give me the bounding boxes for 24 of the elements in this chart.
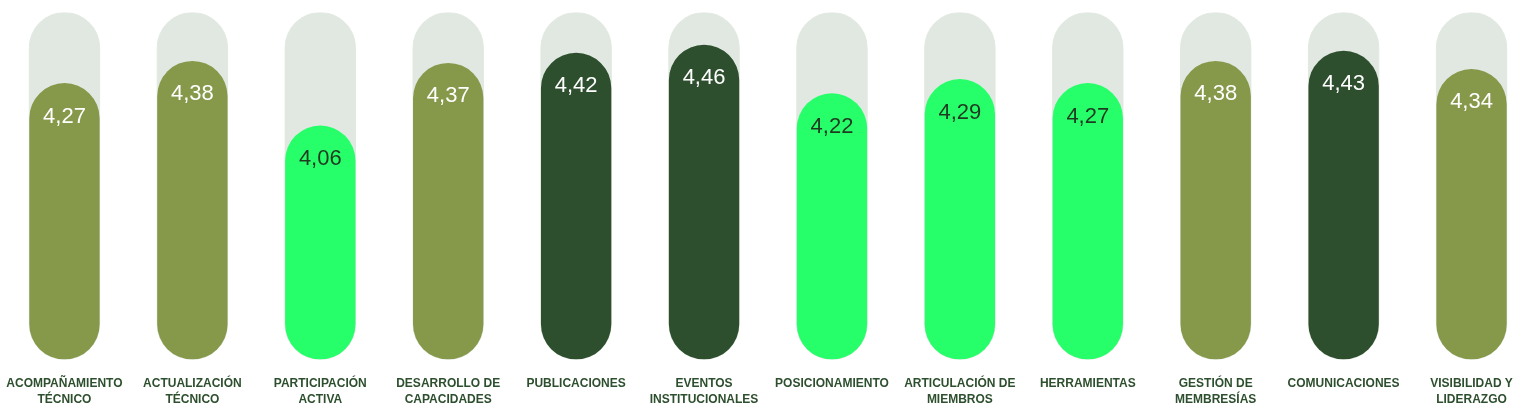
x-tick-label: HERRAMIENTAS — [1039, 375, 1136, 390]
x-tick-label: PARTICIPACIÓN ACTIVA — [273, 374, 367, 407]
data-label: 4,38 — [170, 80, 214, 106]
data-label: 4,22 — [810, 112, 854, 138]
x-tick-label: GESTIÓN DE MEMBRESÍAS — [1175, 374, 1257, 407]
data-label: 4,37 — [426, 82, 470, 108]
data-label: 4,43 — [1322, 70, 1366, 96]
x-tick-label: EVENTOS INSTITUCIONALES — [649, 375, 759, 407]
x-tick-label: ACOMPAÑAMIENTO TÉCNICO — [6, 374, 123, 407]
data-label: 4,06 — [298, 144, 342, 170]
x-tick-label: ARTICULACIÓN DE MIEMBROS — [904, 374, 1016, 407]
data-label: 4,29 — [938, 98, 982, 124]
x-tick-label: PUBLICACIONES — [526, 375, 626, 390]
x-tick-label: POSICIONAMIENTO — [775, 375, 889, 390]
data-label: 4,27 — [1066, 102, 1110, 128]
data-label: 4,38 — [1194, 80, 1238, 106]
data-label: 4,34 — [1450, 88, 1493, 114]
data-label: 4,46 — [682, 64, 726, 90]
x-tick-label: COMUNICACIONES — [1287, 375, 1400, 390]
x-tick-label: DESARROLLO DE CAPACIDADES — [396, 375, 501, 407]
x-tick-label: ACTUALIZACIÓN TÉCNICO — [143, 374, 242, 407]
data-label: 4,27 — [43, 102, 86, 128]
x-tick-label: VISIBILIDAD Y LIDERAZGO — [1430, 375, 1513, 407]
data-label: 4,42 — [554, 72, 598, 98]
